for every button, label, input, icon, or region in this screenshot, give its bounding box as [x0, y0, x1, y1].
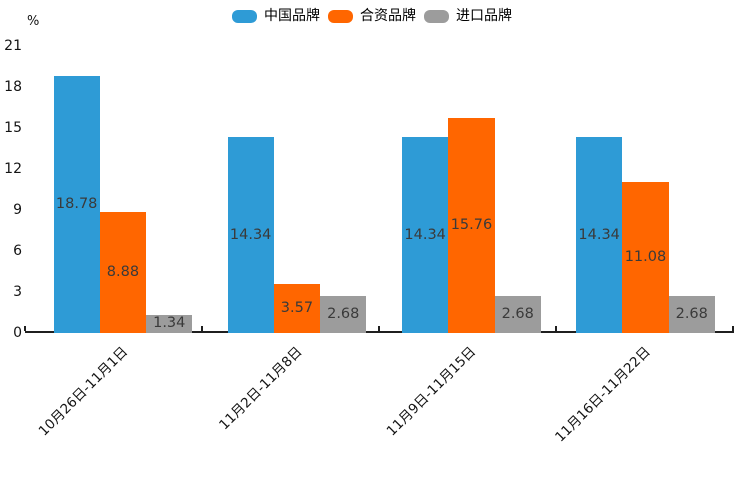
bar-value-label: 2.68	[327, 306, 360, 323]
bar-value-label: 14.34	[404, 226, 446, 243]
bar-series1-cat1: 3.57	[273, 284, 321, 333]
x-axis-tick	[732, 326, 734, 331]
bar-series0-cat3: 14.34	[576, 137, 623, 333]
x-axis-tick	[555, 326, 557, 331]
bar-value-label: 18.78	[55, 196, 98, 213]
chart-legend: 中国品牌 合资品牌 进口品牌	[0, 8, 744, 24]
x-axis-category-label: 11月2日-11月8日	[215, 343, 306, 434]
y-axis-tick-label: 21	[4, 38, 22, 54]
legend-swatch-icon	[328, 9, 353, 23]
bar-value-label: 14.34	[229, 226, 272, 243]
y-axis-tick-label: 12	[4, 161, 22, 177]
legend-item-label: 合资品牌	[360, 8, 416, 24]
y-axis-tick-label: 18	[4, 79, 22, 95]
bar-value-label: 14.34	[578, 226, 620, 243]
legend-swatch-icon	[232, 9, 257, 23]
bar-series0-cat2: 14.34	[402, 137, 449, 333]
y-axis-tick-label: 15	[4, 120, 22, 136]
bar-series0-cat1: 14.34	[227, 137, 274, 333]
bar-series0-cat0: 18.78	[53, 76, 100, 333]
y-axis-tick-label: 3	[13, 284, 22, 300]
bar-series1-cat0: 8.88	[99, 211, 147, 333]
legend-item-series0[interactable]: 中国品牌	[232, 8, 320, 24]
y-axis-tick-label: 6	[13, 243, 22, 259]
bar-series2-cat0: 1.34	[146, 314, 193, 333]
bar-value-label: 2.68	[675, 306, 708, 323]
x-axis-category-label: 11月16日-11月22日	[552, 343, 654, 446]
x-axis-tick	[378, 326, 380, 331]
x-axis-tick	[24, 326, 26, 331]
legend-item-label: 进口品牌	[456, 8, 512, 24]
bar-value-label: 15.76	[450, 216, 493, 233]
bar-value-label: 8.88	[106, 263, 140, 280]
x-axis-line	[25, 331, 734, 333]
legend-item-label: 中国品牌	[264, 8, 320, 24]
legend-swatch-icon	[424, 9, 449, 23]
legend-item-series2[interactable]: 进口品牌	[424, 8, 512, 24]
bar-series2-cat3: 2.68	[668, 296, 715, 333]
x-axis-tick	[201, 326, 203, 331]
x-axis-category-label: 11月9日-11月15日	[384, 343, 480, 440]
legend-item-series1[interactable]: 合资品牌	[328, 8, 416, 24]
bar-value-label: 1.34	[153, 315, 186, 332]
y-axis-tick-label: 0	[13, 325, 22, 341]
x-axis-category-label: 10月26日-11月1日	[35, 343, 132, 440]
y-axis-tick-label: 9	[13, 202, 22, 218]
bar-value-label: 11.08	[624, 248, 667, 265]
bar-value-label: 3.57	[280, 300, 314, 317]
bar-series2-cat1: 2.68	[320, 296, 367, 333]
bar-series1-cat2: 15.76	[448, 117, 495, 333]
y-axis-unit-label: %	[27, 14, 40, 29]
bar-value-label: 2.68	[501, 306, 534, 323]
bar-series2-cat2: 2.68	[494, 296, 541, 333]
bar-series1-cat3: 11.08	[622, 181, 669, 333]
